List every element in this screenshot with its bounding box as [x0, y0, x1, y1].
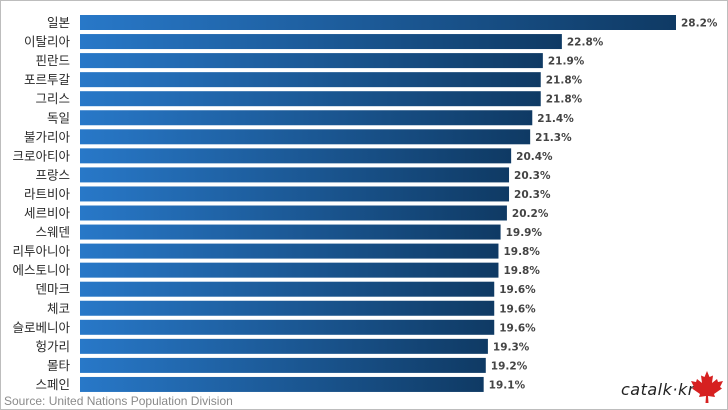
bar — [80, 110, 533, 126]
value-label: 19.6% — [499, 284, 536, 296]
value-label: 21.9% — [548, 56, 585, 68]
bar — [80, 281, 495, 297]
value-label: 20.3% — [514, 189, 551, 201]
category-label: 핀란드 — [35, 53, 70, 68]
bar — [80, 262, 499, 278]
bar — [80, 243, 499, 259]
bar — [80, 53, 543, 69]
value-label: 19.2% — [491, 360, 528, 372]
value-label: 21.3% — [535, 132, 572, 144]
category-label: 크로아티아 — [12, 148, 70, 163]
value-label: 19.9% — [506, 227, 543, 239]
bar — [80, 376, 484, 392]
bar — [80, 129, 531, 145]
category-label: 그리스 — [35, 91, 70, 106]
category-label: 에스토니아 — [12, 263, 70, 278]
category-label: 헝가리 — [35, 339, 70, 354]
bar — [80, 15, 676, 30]
bar — [80, 205, 507, 221]
value-label: 20.3% — [514, 170, 551, 182]
value-label: 19.6% — [499, 322, 536, 334]
value-label: 21.8% — [546, 75, 583, 87]
category-label: 일본 — [47, 15, 70, 30]
bar — [80, 338, 488, 354]
category-label: 체코 — [47, 301, 70, 316]
maple-leaf-icon — [691, 371, 723, 403]
value-label: 19.3% — [493, 341, 530, 353]
category-label: 라트비아 — [24, 186, 71, 201]
value-label: 19.1% — [489, 379, 526, 391]
bar — [80, 319, 495, 335]
value-label: 19.8% — [503, 246, 540, 258]
category-label: 독일 — [47, 110, 70, 125]
bar — [80, 91, 541, 107]
value-label: 19.6% — [499, 303, 536, 315]
category-label: 슬로베니아 — [12, 320, 70, 335]
category-label: 불가리아 — [24, 129, 71, 144]
category-label: 스페인 — [35, 377, 70, 392]
bar — [80, 167, 510, 183]
value-label: 21.8% — [546, 94, 583, 106]
bar — [80, 224, 501, 240]
category-label: 몰타 — [47, 358, 71, 373]
category-label: 프랑스 — [35, 167, 70, 182]
brand-logo-text: catalk·kr — [621, 380, 695, 399]
bar — [80, 148, 512, 164]
bar — [80, 72, 541, 88]
category-label: 스웨덴 — [35, 225, 70, 240]
value-label: 21.4% — [537, 113, 574, 125]
bar — [80, 300, 495, 316]
category-label: 세르비아 — [24, 206, 71, 221]
value-label: 19.8% — [503, 265, 540, 277]
value-label: 20.2% — [512, 208, 549, 220]
bar — [80, 357, 486, 373]
value-label: 20.4% — [516, 151, 553, 163]
category-label: 포르투갈 — [24, 72, 71, 87]
value-label: 28.2% — [681, 18, 718, 30]
category-label: 리투아니아 — [12, 244, 70, 259]
value-label: 22.8% — [567, 37, 604, 49]
bar — [80, 34, 562, 50]
category-label: 이탈리아 — [24, 34, 71, 49]
bar — [80, 186, 510, 202]
category-label: 덴마크 — [35, 282, 70, 297]
source-note: Source: United Nations Population Divisi… — [4, 394, 233, 408]
